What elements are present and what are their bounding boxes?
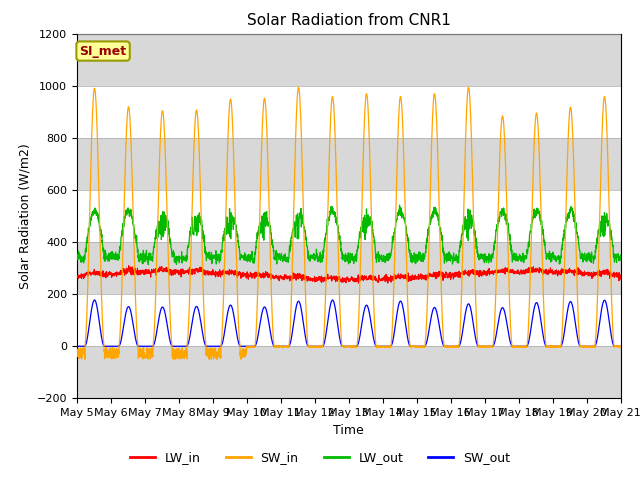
Bar [77, 242, 621, 294]
Bar [77, 138, 621, 190]
Legend: LW_in, SW_in, LW_out, SW_out: LW_in, SW_in, LW_out, SW_out [125, 446, 515, 469]
X-axis label: Time: Time [333, 424, 364, 437]
Bar [77, 34, 621, 86]
Y-axis label: Solar Radiation (W/m2): Solar Radiation (W/m2) [18, 143, 31, 289]
Title: Solar Radiation from CNR1: Solar Radiation from CNR1 [247, 13, 451, 28]
Bar [77, 346, 621, 398]
Text: SI_met: SI_met [79, 45, 127, 58]
